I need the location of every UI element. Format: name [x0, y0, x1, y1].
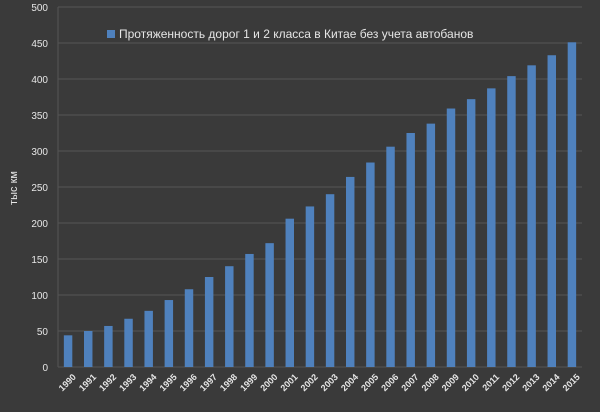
bar-1998	[225, 266, 234, 367]
x-tick-label: 2015	[561, 372, 582, 393]
bar-2005	[366, 162, 375, 367]
x-tick-label: 2010	[460, 372, 481, 393]
x-tick-label: 2013	[520, 372, 541, 393]
y-axis-label: тыс км	[8, 171, 20, 205]
x-tick-label: 1993	[117, 372, 138, 393]
bar-2003	[325, 194, 335, 367]
x-tick-label: 1999	[238, 372, 259, 393]
y-tick-label: 450	[31, 39, 48, 50]
x-tick-label: 1994	[137, 372, 158, 393]
bar-1995	[164, 300, 174, 367]
bar-1992	[104, 325, 113, 367]
bar-1994	[144, 310, 153, 367]
x-tick-label: 2011	[480, 372, 501, 393]
bar-1996	[184, 289, 194, 367]
x-tick-label: 1995	[158, 372, 179, 393]
bars	[63, 42, 577, 368]
bar-2004	[345, 176, 355, 367]
bar-2008	[426, 123, 436, 367]
bar-2014	[547, 55, 557, 368]
bar-2000	[265, 243, 274, 367]
bar-2001	[285, 218, 295, 367]
gridlines	[57, 6, 582, 368]
bar-1999	[245, 253, 254, 367]
bar-1993	[124, 318, 133, 367]
x-tick-label: 1996	[178, 372, 199, 393]
legend-label: Протяженность дорог 1 и 2 класса в Китае…	[119, 27, 473, 41]
x-tick-label: 2009	[440, 372, 461, 393]
bar-2015	[567, 42, 577, 367]
legend-swatch	[107, 30, 115, 38]
y-tick-label: 400	[31, 75, 48, 86]
bar-2010	[466, 99, 476, 367]
x-tick-label: 2001	[278, 372, 299, 393]
y-axis-ticks: 0 50 100 150 200 250 300 350 400 450 500	[31, 3, 48, 374]
x-tick-label: 2002	[299, 372, 320, 393]
bar-2006	[386, 146, 395, 367]
x-tick-label: 1990	[57, 372, 78, 393]
y-tick-label: 50	[37, 327, 49, 338]
bar-1990	[63, 335, 73, 367]
y-tick-label: 100	[31, 291, 48, 302]
y-tick-label: 150	[31, 255, 48, 266]
bar-2007	[406, 133, 415, 367]
x-tick-label: 2003	[319, 372, 340, 393]
x-axis-ticks: 1990199119921993199419951996199719981999…	[57, 372, 582, 393]
bar-2012	[507, 76, 516, 368]
x-tick-label: 1998	[218, 372, 239, 393]
legend: Протяженность дорог 1 и 2 класса в Китае…	[107, 27, 473, 41]
x-tick-label: 2000	[258, 372, 279, 393]
bar-2013	[527, 65, 536, 367]
x-tick-label: 2012	[500, 372, 521, 393]
bar-2002	[305, 206, 315, 367]
x-tick-label: 1991	[77, 372, 98, 393]
bar-1997	[204, 277, 214, 367]
x-tick-label: 2007	[399, 372, 420, 393]
y-tick-label: 350	[31, 111, 48, 122]
bar-2009	[446, 108, 456, 368]
x-tick-label: 1997	[198, 372, 219, 393]
x-tick-label: 1992	[97, 372, 118, 393]
x-tick-label: 2006	[379, 372, 400, 393]
bar-2011	[487, 88, 496, 368]
x-tick-label: 2005	[359, 372, 380, 393]
x-tick-label: 2014	[540, 372, 561, 393]
x-tick-label: 2004	[339, 372, 360, 393]
y-tick-label: 250	[31, 183, 48, 194]
bar-1991	[83, 331, 93, 367]
x-tick-label: 2008	[420, 372, 441, 393]
y-tick-label: 500	[31, 3, 48, 14]
y-tick-label: 0	[42, 363, 48, 374]
y-tick-label: 200	[31, 219, 48, 230]
y-tick-label: 300	[31, 147, 48, 158]
